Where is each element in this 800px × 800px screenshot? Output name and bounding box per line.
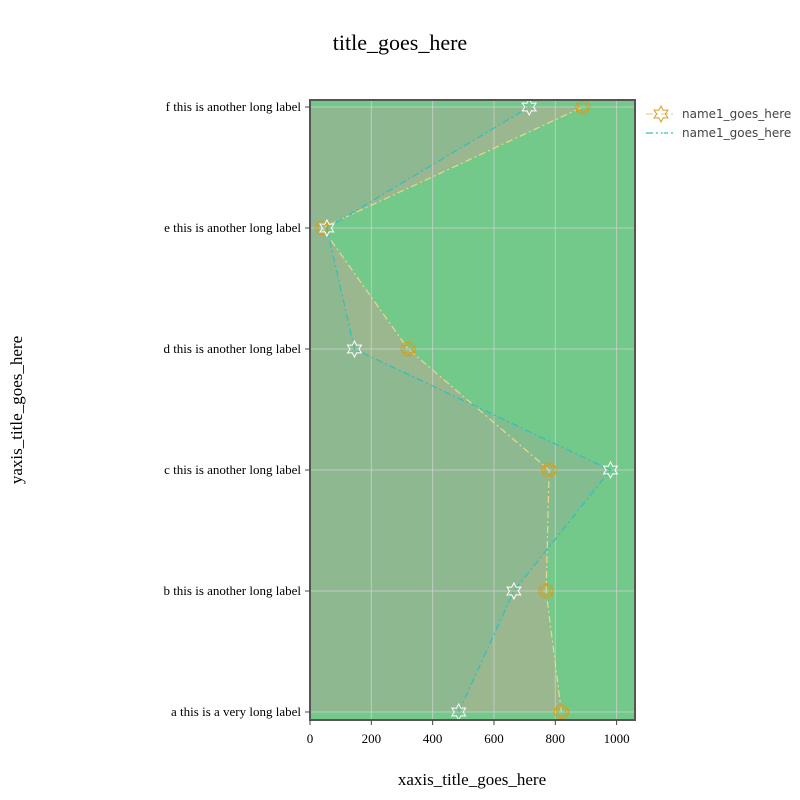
series-2-fill-area [310, 107, 611, 712]
series-1-line [321, 106, 584, 713]
series-2-line [326, 106, 612, 713]
y-tick-label: e this is another long label [164, 220, 301, 235]
series-2-point [521, 97, 538, 117]
series-2-point [346, 339, 363, 359]
x-axis-title: xaxis_title_goes_here [398, 770, 546, 789]
x-tick-label: 0 [307, 731, 314, 746]
series-2-point [318, 218, 335, 238]
y-tick-label: f this is another long label [166, 99, 302, 114]
series-1-point-star [542, 461, 557, 479]
x-tick-label: 800 [546, 731, 566, 746]
y-tick-label: a this is a very long label [171, 704, 301, 719]
series-1-point-star [401, 340, 416, 358]
legend-label-1: name1_goes_here [682, 107, 791, 121]
legend: name1_goes_here name1_goes_here [646, 104, 791, 140]
series-1-point-star [315, 219, 330, 237]
y-tick-label: c this is another long label [164, 462, 301, 477]
y-tick-label: d this is another long label [163, 341, 301, 356]
legend-marker-2 [656, 127, 666, 139]
legend-marker-1 [653, 104, 669, 124]
series-1-point-star [539, 582, 554, 600]
series-2-point [602, 460, 619, 480]
series-2-point [506, 581, 522, 601]
chart-title: title_goes_here [333, 30, 467, 55]
y-tick-label: b this is another long label [163, 583, 301, 598]
y-axis-title: yaxis_title_goes_here [7, 336, 26, 484]
series-1-point-star [575, 98, 590, 116]
plot-frame [309, 99, 636, 721]
x-tick-label: 600 [484, 731, 504, 746]
x-tick-label: 200 [362, 731, 382, 746]
x-tick-label: 400 [423, 731, 443, 746]
legend-label-2: name1_goes_here [682, 126, 791, 140]
plot-area: 0 200 400 600 800 1000 a this is a very long l… [163, 97, 636, 746]
x-tick-label: 1000 [604, 731, 630, 746]
